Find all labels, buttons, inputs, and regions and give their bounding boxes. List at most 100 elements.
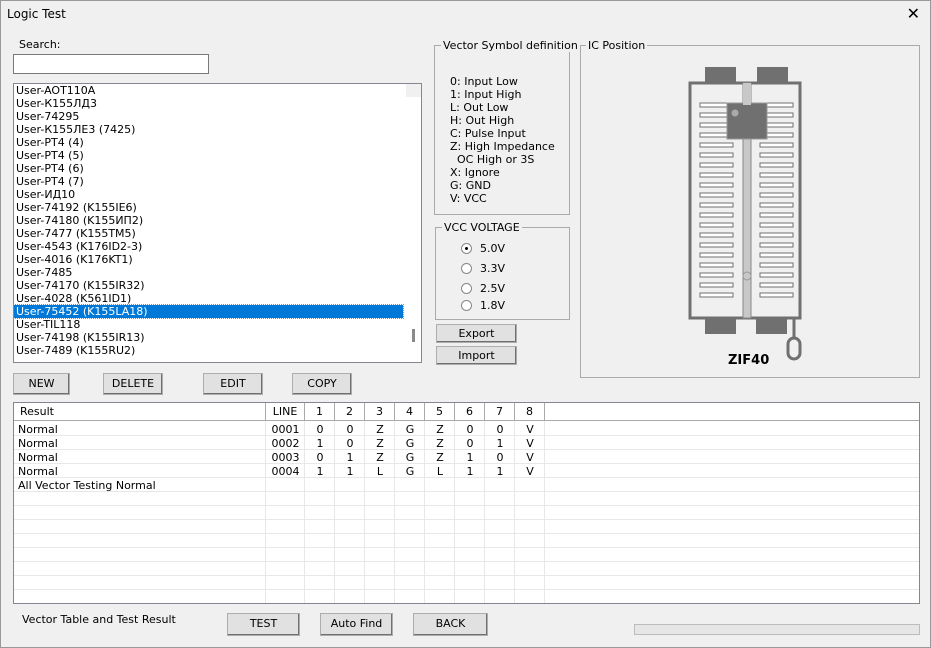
edit-button[interactable]: EDIT xyxy=(203,373,263,395)
device-list-item[interactable]: User-75452 (K155LA18) xyxy=(14,304,404,319)
vector-symbol-item: C: Pulse Input xyxy=(450,127,526,140)
radio-circle-icon[interactable] xyxy=(461,243,472,254)
table-cell: 0 xyxy=(466,437,474,450)
export-button[interactable]: Export xyxy=(436,324,517,343)
column-header[interactable]: 7 xyxy=(485,403,515,421)
copy-button[interactable]: COPY xyxy=(292,373,352,395)
table-cell xyxy=(335,479,365,493)
socket-pin-slot xyxy=(699,272,734,278)
vcc-radio-1.8V[interactable]: 1.8V xyxy=(461,299,505,312)
radio-circle-icon[interactable] xyxy=(461,263,472,274)
socket-pin-slot xyxy=(699,242,734,248)
table-cell: G xyxy=(405,451,415,464)
device-list-item[interactable]: User-4016 (K176KT1) xyxy=(16,253,133,266)
socket-pin-slot xyxy=(759,142,794,148)
socket-pin-slot xyxy=(759,242,794,248)
socket-pin-slot xyxy=(759,202,794,208)
device-list[interactable]: User-AOT110A User-К155ЛД3 User-74295 User-К… xyxy=(13,83,422,363)
vector-result-table[interactable]: Result LINE 1 2 3 4 5 6 7 8 Normal 0001 0 0 Z G Z 0 0 V Norm… xyxy=(13,402,920,604)
table-cell: 0004 xyxy=(271,465,300,478)
device-list-item[interactable]: User-74180 (K155ИП2) xyxy=(16,214,144,227)
table-cell: 0001 xyxy=(271,423,300,436)
socket-pin-slot xyxy=(699,152,734,158)
column-header-empty xyxy=(545,403,919,421)
vector-symbol-item: H: Out High xyxy=(450,114,515,127)
device-list-item[interactable]: User-7489 (K155RU2) xyxy=(16,344,136,357)
table-cell: 1 xyxy=(496,437,504,450)
socket-pin-slot xyxy=(759,152,794,158)
column-header[interactable]: 6 xyxy=(455,403,485,421)
device-list-item[interactable]: User-ИД10 xyxy=(16,188,76,201)
socket-pin-slot xyxy=(759,172,794,178)
table-cell: 0002 xyxy=(271,437,300,450)
column-header[interactable]: 4 xyxy=(395,403,425,421)
socket-pin-slot xyxy=(759,262,794,268)
test-button[interactable]: TEST xyxy=(227,613,300,636)
table-cell: Normal xyxy=(18,437,58,450)
radio-label: 5.0V xyxy=(480,242,506,255)
table-cell xyxy=(266,479,305,493)
device-list-item[interactable]: User-74192 (K155IE6) xyxy=(16,201,137,214)
radio-circle-icon[interactable] xyxy=(461,283,472,294)
list-scrollbar[interactable] xyxy=(406,84,421,97)
vcc-title: VCC VOLTAGE xyxy=(442,221,522,234)
device-list-item[interactable]: User-TIL118 xyxy=(16,318,81,331)
device-list-item[interactable]: User-PT4 (6) xyxy=(16,162,84,175)
socket-pin-slot xyxy=(699,262,734,268)
socket-pin-slot xyxy=(699,222,734,228)
close-icon[interactable]: ✕ xyxy=(906,4,920,23)
device-list-item[interactable]: User-PT4 (7) xyxy=(16,175,84,188)
import-button[interactable]: Import xyxy=(436,346,517,365)
device-list-item[interactable]: User-74198 (K155IR13) xyxy=(16,331,145,344)
socket-pin-slot xyxy=(699,232,734,238)
vector-symbol-item: X: Ignore xyxy=(450,166,500,179)
back-button[interactable]: BACK xyxy=(413,613,488,636)
device-list-item[interactable]: User-PT4 (5) xyxy=(16,149,84,162)
column-header[interactable]: 5 xyxy=(425,403,455,421)
new-button[interactable]: NEW xyxy=(13,373,70,395)
ic-position-title: IC Position xyxy=(586,39,648,52)
device-list-item[interactable]: User-К155ЛД3 xyxy=(16,97,98,110)
delete-button[interactable]: DELETE xyxy=(103,373,163,395)
device-list-item[interactable]: User-AOT110A xyxy=(16,84,96,97)
column-header[interactable]: 3 xyxy=(365,403,395,421)
table-cell: 0 xyxy=(316,451,324,464)
search-input[interactable] xyxy=(13,54,209,74)
column-header[interactable]: 1 xyxy=(305,403,335,421)
table-cell: Normal xyxy=(18,423,58,436)
device-list-item[interactable]: User-К155ЛЕ3 (7425) xyxy=(16,123,136,136)
socket-pin-slot xyxy=(699,192,734,198)
vcc-radio-5.0V[interactable]: 5.0V xyxy=(461,242,505,255)
scrollbar-thumb[interactable] xyxy=(412,329,415,342)
vcc-radio-2.5V[interactable]: 2.5V xyxy=(461,282,505,295)
device-list-item[interactable]: User-4543 (K176ID2-3) xyxy=(16,240,143,253)
table-cell: 0003 xyxy=(271,451,300,464)
vector-symbol-item: G: GND xyxy=(450,179,491,192)
socket-pin-slot xyxy=(699,292,734,298)
table-cell: Z xyxy=(376,437,384,450)
column-header[interactable]: LINE xyxy=(266,403,305,421)
column-header[interactable]: Result xyxy=(14,403,266,421)
table-cell: 1 xyxy=(346,451,354,464)
table-cell: 0 xyxy=(316,423,324,436)
socket-pin-slot xyxy=(759,272,794,278)
column-header[interactable]: 8 xyxy=(515,403,545,421)
table-cell xyxy=(485,479,515,493)
auto-find-button[interactable]: Auto Find xyxy=(320,613,393,636)
socket-pin-slot xyxy=(699,252,734,258)
device-list-item[interactable]: User-7485 xyxy=(16,266,73,279)
radio-circle-icon[interactable] xyxy=(461,300,472,311)
table-cell: Z xyxy=(436,423,444,436)
device-list-item[interactable]: User-74295 xyxy=(16,110,80,123)
table-cell: 1 xyxy=(316,465,324,478)
table-cell: Normal xyxy=(18,451,58,464)
socket-pin-slot xyxy=(699,182,734,188)
table-cell: 0 xyxy=(496,451,504,464)
device-list-item[interactable]: User-7477 (K155TM5) xyxy=(16,227,136,240)
device-list-item[interactable]: User-PT4 (4) xyxy=(16,136,84,149)
column-header[interactable]: 2 xyxy=(335,403,365,421)
table-cell: G xyxy=(405,437,415,450)
device-list-item[interactable]: User-74170 (K155IR32) xyxy=(16,279,145,292)
device-list-item[interactable]: User-4028 (K561ID1) xyxy=(16,292,132,305)
vcc-radio-3.3V[interactable]: 3.3V xyxy=(461,262,505,275)
